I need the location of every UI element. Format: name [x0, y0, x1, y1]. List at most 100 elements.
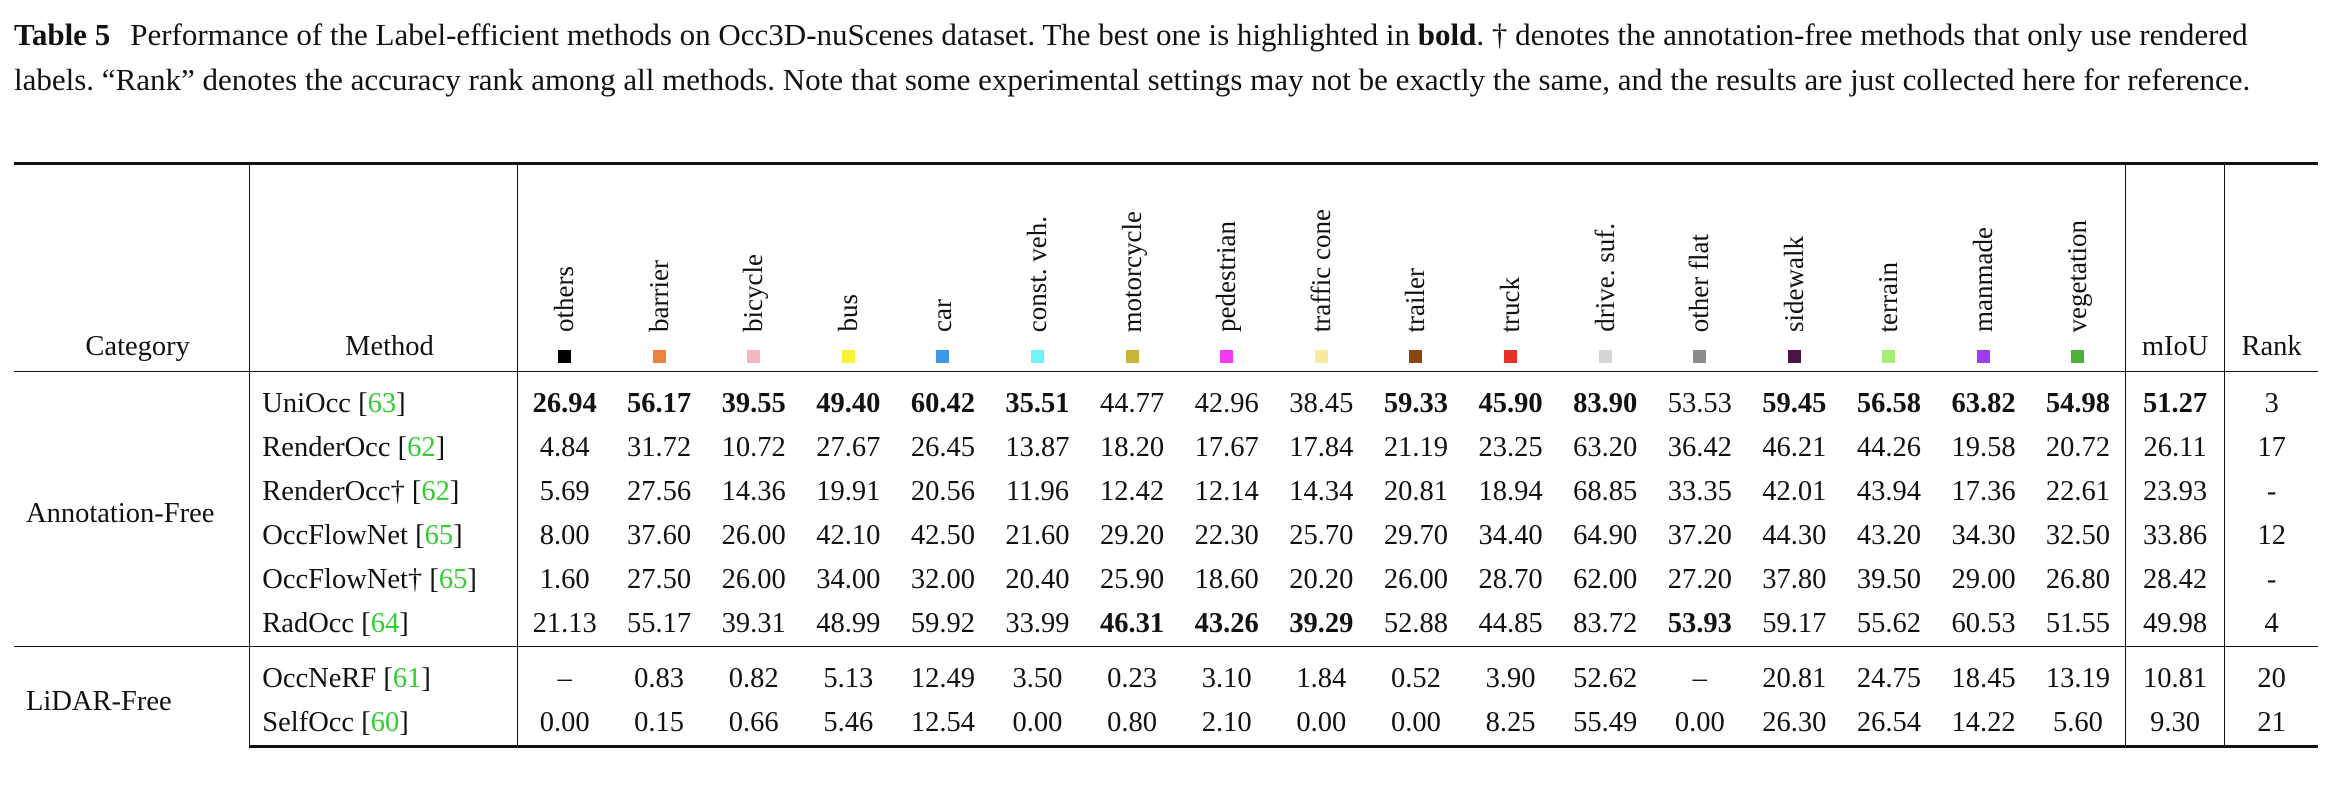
spacer-cell [249, 371, 518, 382]
miou-cell: 23.93 [2125, 470, 2226, 514]
class-label: others [549, 266, 580, 332]
value-cell: 0.23 [1107, 663, 1158, 694]
value-cell: 44.30 [1762, 520, 1827, 551]
method-cell: RadOcc [64] [249, 602, 518, 647]
method-name: OccFlowNet† [262, 564, 423, 595]
class-label: bicycle [738, 254, 769, 332]
header-class-other-flat: other flat [1652, 162, 1748, 372]
header-miou: mIoU [2125, 162, 2226, 372]
method-name: OccNeRF [262, 663, 377, 694]
value-cell: 31.72 [626, 432, 692, 463]
value-cell: 3.90 [1485, 663, 1536, 694]
method-cell: RenderOcc [62] [249, 426, 518, 470]
citation-link[interactable]: 62 [421, 476, 450, 507]
value-cell: 59.33 [1383, 388, 1448, 419]
header-class-terrain: terrain [1841, 162, 1937, 372]
value-cell: 13.19 [2030, 657, 2126, 701]
value-cell: 43.20 [1856, 520, 1922, 551]
value-cell: 25.90 [1100, 564, 1165, 595]
spacer-cell [1747, 646, 1842, 657]
header-class-motorcycle: motorcycle [1084, 162, 1180, 372]
value-cell: 48.99 [816, 608, 881, 639]
header-row: Category Method others barrier bicycle bus c… [14, 162, 2318, 372]
value-cell: 21.13 [532, 608, 597, 639]
value-cell: 24.75 [1856, 663, 1922, 694]
value-cell: 0.00 [990, 701, 1085, 748]
spacer-cell [1652, 646, 1748, 657]
value-cell: 49.40 [816, 388, 881, 419]
value-cell: 32.50 [2030, 514, 2126, 558]
value-cell: 37.20 [1667, 520, 1732, 551]
citation-link[interactable]: 61 [392, 663, 422, 694]
caption-text-1: Performance of the Label-efficient metho… [130, 17, 1418, 52]
header-class-bus: bus [800, 162, 896, 372]
value-cell: 27.56 [626, 476, 692, 507]
class-label: pedestrian [1211, 221, 1242, 332]
citation-link[interactable]: 64 [370, 608, 400, 639]
spacer-cell [896, 372, 991, 383]
method-name: RenderOcc† [262, 476, 405, 507]
value-cell: 0.80 [1084, 701, 1180, 748]
method-cell: OccFlowNet [65] [249, 514, 518, 558]
value-cell: 5.13 [823, 663, 874, 694]
value-cell: 38.45 [1289, 388, 1354, 419]
class-color-swatch [747, 350, 761, 363]
value-cell: 55.17 [626, 608, 692, 639]
citation-link[interactable]: 63 [367, 388, 397, 419]
spacer-cell [801, 372, 896, 383]
class-color-swatch [1882, 350, 1896, 363]
citation-link[interactable]: 65 [424, 520, 454, 551]
value-cell: 29.20 [1100, 520, 1165, 551]
rank-cell: 21 [2224, 701, 2318, 748]
table-row: SelfOcc [60] 0.00 0.15 0.66 5.46 12.54 0.00 0.8… [14, 701, 2318, 748]
value-cell: – [1692, 663, 1707, 694]
value-cell: 34.30 [1951, 520, 2016, 551]
value-cell: 0.82 [728, 663, 779, 694]
spacer-cell [14, 371, 251, 382]
spacer-cell [2125, 371, 2226, 382]
header-class-const-veh: const. veh. [990, 162, 1085, 372]
value-cell: 8.25 [1463, 701, 1558, 748]
value-cell: 13.87 [1005, 432, 1070, 463]
value-cell: 63.82 [1951, 388, 2016, 419]
miou-cell: 51.27 [2125, 382, 2226, 426]
value-cell: 0.15 [611, 701, 707, 748]
class-color-swatch [558, 350, 572, 363]
value-cell: 34.40 [1478, 520, 1543, 551]
cite-open-bracket: [ [407, 520, 425, 551]
value-cell: 63.20 [1573, 432, 1638, 463]
citation-link[interactable]: 60 [370, 707, 400, 738]
value-cell: 53.93 [1667, 608, 1732, 639]
rank-cell: 20 [2257, 663, 2286, 694]
citation-link[interactable]: 65 [438, 564, 468, 595]
spacer-cell [1179, 646, 1275, 657]
cite-close-bracket: ] [396, 388, 406, 419]
class-label: motorcycle [1116, 210, 1147, 332]
header-class-bicycle: bicycle [706, 162, 801, 372]
spacer-cell [1274, 646, 1369, 657]
value-cell: 52.88 [1383, 608, 1448, 639]
value-cell: 53.53 [1667, 388, 1732, 419]
value-cell: 0.66 [706, 701, 801, 748]
value-cell: 12.42 [1100, 476, 1165, 507]
value-cell: 51.55 [2030, 602, 2126, 647]
value-cell: 1.84 [1296, 663, 1347, 694]
citation-link[interactable]: 62 [407, 432, 436, 463]
value-cell: 26.00 [721, 564, 786, 595]
value-cell: 37.60 [626, 520, 692, 551]
rank-cell: - [2266, 476, 2277, 507]
value-cell: 26.94 [532, 388, 597, 419]
spacer-cell [1841, 646, 1937, 657]
miou-cell: 49.98 [2125, 602, 2226, 647]
class-label: manmade [1968, 227, 1999, 332]
category-cell: LiDAR-Free [14, 657, 251, 747]
value-cell: 55.62 [1856, 608, 1922, 639]
spacer-cell [990, 372, 1085, 383]
value-cell: 12.14 [1194, 476, 1259, 507]
value-cell: 18.60 [1194, 564, 1259, 595]
value-cell: 45.90 [1478, 388, 1543, 419]
miou-cell: 10.81 [2125, 657, 2226, 701]
category-cell: Annotation-Free [14, 382, 251, 647]
header-class-barrier: barrier [611, 162, 707, 372]
header-class-traffic-cone: traffic cone [1274, 162, 1369, 372]
